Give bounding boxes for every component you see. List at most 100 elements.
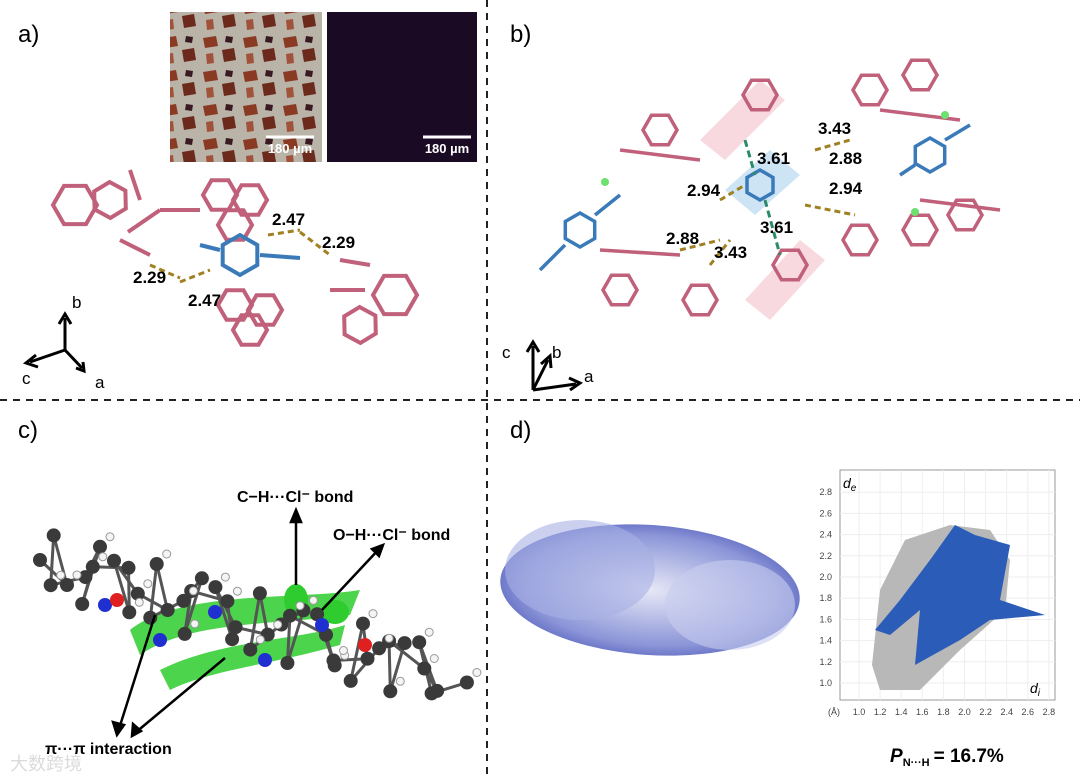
oxygen <box>110 593 124 607</box>
fingerprint-plot: 2.8 2.6 2.4 2.2 2.0 1.8 1.6 1.4 1.2 1.0 1.0 1.2 1.4 1… <box>819 470 1055 717</box>
ring <box>680 283 720 317</box>
bond <box>248 593 262 650</box>
bond <box>285 609 305 664</box>
atom <box>176 593 191 608</box>
ring <box>745 167 775 203</box>
blue-points <box>875 525 1045 665</box>
atom <box>43 578 58 593</box>
chloride <box>941 111 949 119</box>
atom <box>93 539 107 554</box>
bond <box>619 148 701 162</box>
hydrogen <box>424 627 434 637</box>
distance-label: 3.43 <box>818 119 851 138</box>
x-tick-label: 1.0 <box>853 707 866 717</box>
contact <box>804 203 856 217</box>
atom <box>360 651 375 666</box>
atom <box>60 578 74 592</box>
bond <box>349 623 365 682</box>
atom <box>122 605 137 620</box>
y-tick-label: 1.4 <box>819 636 832 646</box>
atom <box>356 616 370 631</box>
distance-label: 3.61 <box>760 218 793 237</box>
atom <box>75 597 90 611</box>
distance-label: 2.94 <box>687 181 721 200</box>
atom <box>78 570 93 585</box>
x-tick-label: 2.2 <box>979 707 992 717</box>
atom <box>107 553 121 568</box>
contact <box>743 139 757 176</box>
atom <box>225 632 240 647</box>
panel-label: a) <box>18 21 39 48</box>
ring <box>50 183 100 227</box>
bond <box>599 248 681 257</box>
bond <box>148 563 159 618</box>
distance-label: 2.29 <box>322 233 355 252</box>
scale-label: 180 µm <box>268 141 312 156</box>
x-tick-label: 1.4 <box>895 707 908 717</box>
axis-label: b <box>72 293 81 312</box>
atom <box>85 559 100 574</box>
ring <box>92 179 128 221</box>
atom <box>149 557 164 571</box>
contact <box>267 228 301 237</box>
axis-triad <box>22 311 86 374</box>
distance-label: 2.88 <box>666 229 699 248</box>
contact <box>708 239 732 266</box>
distance-label: 2.88 <box>829 149 862 168</box>
chloride <box>601 178 609 186</box>
ring <box>230 313 270 347</box>
hydrogen <box>255 635 265 645</box>
ring <box>563 210 597 250</box>
hydrogen <box>98 552 108 562</box>
bond <box>388 639 426 670</box>
atom <box>130 586 145 601</box>
atom <box>252 586 267 601</box>
ring <box>215 288 255 322</box>
bond <box>258 593 270 635</box>
molecule-drawing: 2.47 2.29 2.29 2.47 <box>50 169 420 347</box>
panel-label: d) <box>510 417 531 444</box>
micrograph <box>170 12 322 162</box>
atom <box>397 636 412 651</box>
hydrogen <box>134 597 144 607</box>
atom <box>160 603 175 617</box>
bond <box>259 253 301 260</box>
y-tick-label: 2.4 <box>819 530 832 540</box>
nitrogen <box>208 605 222 619</box>
atom <box>412 635 427 650</box>
ring <box>600 273 640 307</box>
ring <box>215 208 255 242</box>
ring <box>342 304 378 346</box>
hydrogen <box>220 572 230 582</box>
ring <box>900 213 940 247</box>
bond <box>183 590 193 635</box>
bond <box>126 208 162 234</box>
contact <box>179 268 211 284</box>
ring <box>770 248 810 282</box>
y-tick-label: 1.2 <box>819 657 832 667</box>
atom <box>424 686 439 701</box>
ring <box>900 58 940 92</box>
ring <box>740 78 780 112</box>
atom <box>326 653 341 668</box>
contact <box>299 230 331 257</box>
axis-label: a <box>584 367 594 386</box>
result: PN···H = 16.7% <box>890 746 1004 769</box>
bond <box>899 163 916 177</box>
axis-triad <box>525 339 584 392</box>
oxygen <box>358 638 372 652</box>
atom <box>121 560 136 575</box>
atom <box>46 528 61 543</box>
ring <box>850 73 890 107</box>
hydrogen <box>72 570 82 580</box>
bond <box>919 198 1001 212</box>
atom <box>228 620 243 635</box>
y-axis-label: de <box>843 475 857 494</box>
distance-label: 3.61 <box>757 149 790 168</box>
hydrogen <box>368 609 378 619</box>
axis-label: c <box>502 343 511 362</box>
ring <box>640 113 680 147</box>
ring <box>230 183 270 217</box>
atom <box>459 675 474 690</box>
